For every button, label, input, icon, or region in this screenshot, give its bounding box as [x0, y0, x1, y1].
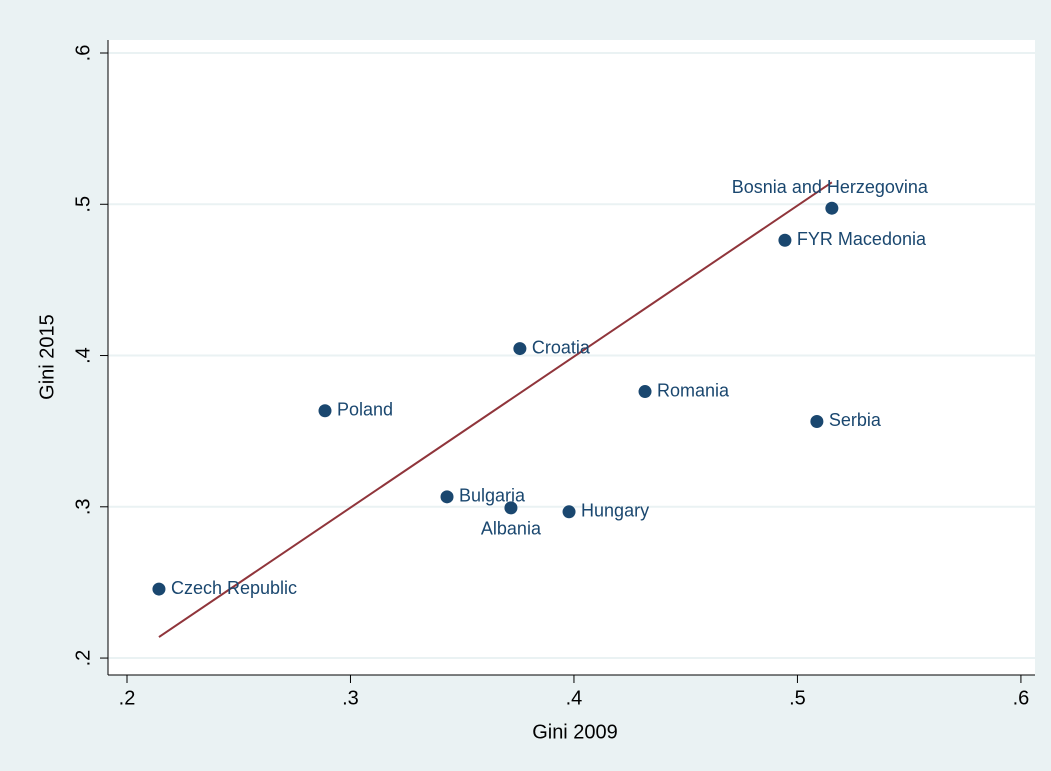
- y-tick-label: .5: [72, 196, 94, 213]
- x-tick-label: .6: [1013, 687, 1030, 709]
- x-tick-label: .3: [342, 687, 359, 709]
- x-tick-label: .5: [789, 687, 806, 709]
- point: [562, 505, 576, 519]
- y-tick-label: .4: [72, 347, 94, 364]
- point: [638, 385, 652, 399]
- point: [318, 404, 332, 418]
- point: [504, 501, 518, 515]
- point-label: Bulgaria: [459, 486, 526, 506]
- point: [513, 342, 527, 356]
- y-tick-label: .6: [72, 45, 94, 62]
- point-label: Romania: [657, 380, 730, 400]
- point-label: Bosnia and Herzegovina: [732, 177, 929, 197]
- point-label: Albania: [481, 519, 542, 539]
- y-tick-label: .2: [72, 650, 94, 667]
- point-label: Czech Republic: [171, 578, 297, 598]
- point: [152, 582, 166, 596]
- point: [825, 201, 839, 215]
- point-label: Serbia: [829, 410, 882, 430]
- point: [440, 490, 454, 504]
- point-label: Croatia: [532, 337, 591, 357]
- x-tick-label: .2: [119, 687, 136, 709]
- fit-line: [158, 181, 833, 638]
- point: [810, 414, 824, 428]
- y-tick-label: .3: [72, 498, 94, 515]
- point: [778, 233, 792, 247]
- y-axis-title: Gini 2015: [36, 314, 58, 400]
- point-label: FYR Macedonia: [797, 229, 927, 249]
- x-tick-label: .4: [566, 687, 583, 709]
- point-label: Hungary: [581, 501, 649, 521]
- point-label: Poland: [337, 399, 393, 419]
- x-axis-title: Gini 2009: [532, 721, 618, 743]
